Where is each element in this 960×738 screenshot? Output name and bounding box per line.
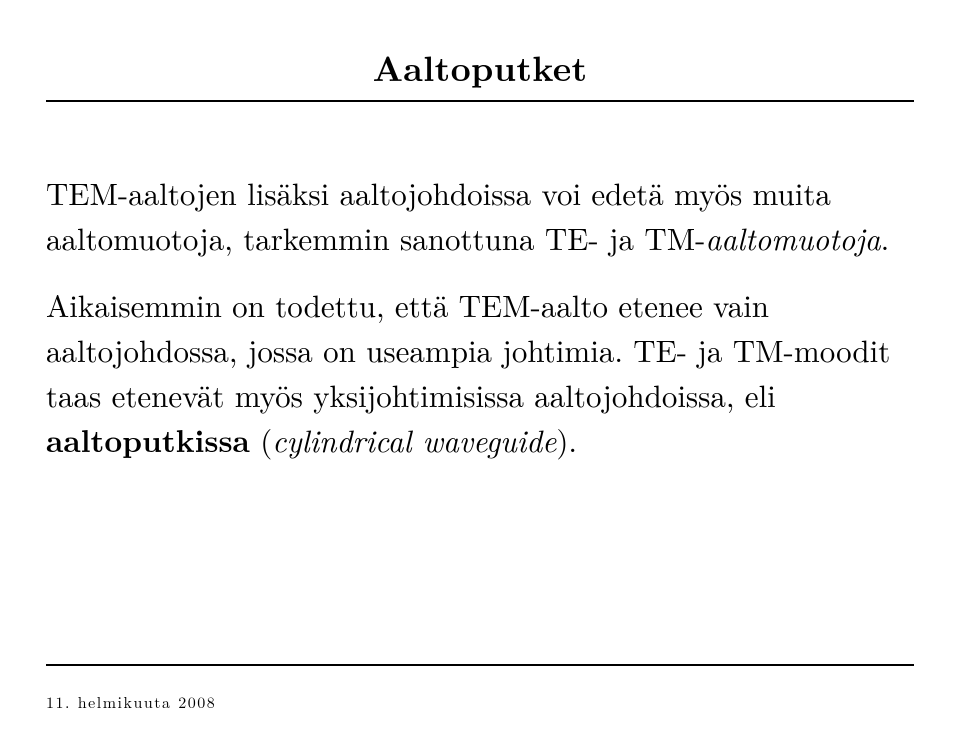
p2-post: ). (556, 417, 577, 461)
slide-page: Aaltoputket TEM-aaltojen lisäksi aaltojo… (0, 0, 960, 738)
body-text: TEM-aaltojen lisäksi aaltojohdoissa voi … (46, 170, 914, 485)
p2-mid: ( (250, 417, 272, 461)
p1-italic: aaltomuotoja (705, 215, 880, 259)
p2-italic: cylindrical waveguide (272, 417, 556, 461)
p2-pre: Aikaisemmin on todettu, että TEM-aalto e… (46, 282, 890, 416)
paragraph-1: TEM-aaltojen lisäksi aaltojohdoissa voi … (46, 170, 914, 260)
p1-post: . (881, 215, 890, 259)
horizontal-rule-bottom (46, 664, 914, 666)
horizontal-rule-top (46, 100, 914, 102)
paragraph-2: Aikaisemmin on todettu, että TEM-aalto e… (46, 282, 914, 463)
p2-bold: aaltoputkissa (46, 418, 250, 462)
page-title: Aaltoputket (373, 42, 588, 92)
footer-date: 11. helmikuuta 2008 (46, 690, 216, 713)
title-area: Aaltoputket (0, 42, 960, 92)
